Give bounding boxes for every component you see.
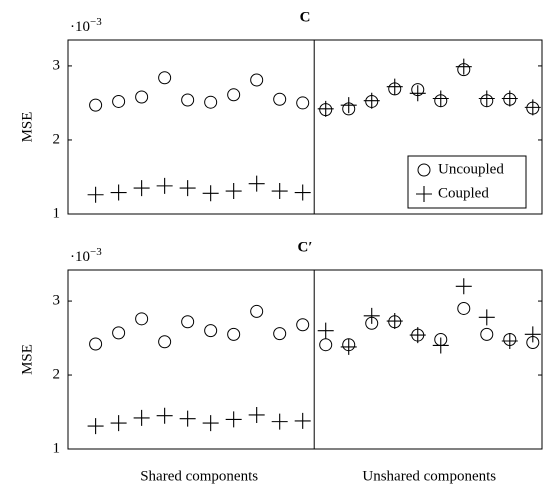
plus-marker (271, 413, 288, 430)
plus-marker (133, 180, 150, 197)
circle-marker (112, 94, 126, 108)
plus-marker (524, 326, 541, 343)
y-tick-label: 2 (53, 366, 61, 382)
plus-marker (156, 177, 173, 194)
circle-marker (296, 318, 310, 332)
plus-marker (179, 180, 196, 197)
plus-marker (248, 406, 265, 423)
plus-marker (110, 415, 127, 432)
y-axis-label: MSE (19, 344, 35, 375)
chart-title: C (300, 9, 311, 25)
circle-marker (204, 95, 218, 109)
circle-marker (181, 315, 195, 329)
plus-marker (478, 90, 495, 107)
circle-marker (89, 337, 103, 351)
circle-marker (112, 326, 126, 340)
plus-marker (156, 407, 173, 424)
plus-marker (110, 184, 127, 201)
scale-exponent: −3 (90, 246, 102, 258)
circle-marker (227, 327, 241, 341)
y-tick-label: 3 (53, 293, 61, 309)
plus-marker (432, 90, 449, 107)
group-label: Unshared components (362, 468, 496, 484)
plus-marker (271, 183, 288, 200)
circle-marker (250, 304, 264, 318)
scale-base: ·10 (70, 19, 90, 35)
plus-marker (87, 418, 104, 435)
plus-marker (409, 85, 426, 102)
circle-marker (250, 73, 264, 87)
plus-marker (363, 307, 380, 324)
circle-marker (273, 327, 287, 341)
y-axis-label: MSE (19, 112, 35, 143)
plot-frame (67, 39, 543, 215)
plus-marker (501, 90, 518, 107)
scale-label: ·10−3 (70, 246, 102, 266)
y-tick-label: 1 (53, 205, 61, 221)
plus-marker (416, 186, 432, 202)
plus-marker (363, 92, 380, 109)
circle-marker (296, 96, 310, 110)
group-label: Shared components (140, 468, 258, 484)
plus-marker (478, 309, 495, 326)
plus-marker (294, 184, 311, 201)
plus-marker (179, 410, 196, 427)
scale-label: ·10−3 (70, 16, 102, 36)
plus-marker (202, 185, 219, 202)
plus-marker (455, 278, 472, 295)
circle-marker (319, 338, 333, 352)
plus-marker (133, 409, 150, 426)
plus-marker (455, 58, 472, 75)
circle-marker (227, 88, 241, 102)
plus-marker (386, 78, 403, 95)
plus-marker (248, 175, 265, 192)
plot-frame (67, 269, 543, 450)
scale-base: ·10 (70, 249, 90, 265)
plus-marker (524, 99, 541, 116)
y-tick-label: 2 (53, 131, 61, 147)
plus-marker (317, 322, 334, 339)
circle-marker (181, 93, 195, 107)
y-tick-label: 3 (53, 57, 61, 73)
circle-marker (480, 327, 494, 341)
plus-marker (202, 415, 219, 432)
circle-marker (457, 301, 471, 315)
circle-marker (417, 163, 431, 177)
circle-marker (204, 324, 218, 338)
y-tick-label: 1 (53, 440, 61, 456)
plus-marker (87, 186, 104, 203)
circle-marker (158, 335, 172, 349)
plus-marker (340, 97, 357, 114)
plus-marker (225, 411, 242, 428)
plus-marker (432, 337, 449, 354)
plus-marker (340, 338, 357, 355)
circle-marker (135, 312, 149, 326)
circle-marker (89, 98, 103, 112)
circle-marker (273, 92, 287, 106)
scale-exponent: −3 (90, 16, 102, 28)
circle-marker (158, 71, 172, 85)
plus-marker (386, 313, 403, 330)
legend-label: Coupled (438, 185, 489, 201)
legend-label: Uncoupled (438, 161, 504, 177)
plus-marker (409, 327, 426, 344)
plus-marker (501, 333, 518, 350)
circle-marker (135, 90, 149, 104)
plus-marker (225, 183, 242, 200)
plus-marker (317, 100, 334, 117)
plus-marker (294, 412, 311, 429)
chart-title: C′ (297, 239, 312, 255)
